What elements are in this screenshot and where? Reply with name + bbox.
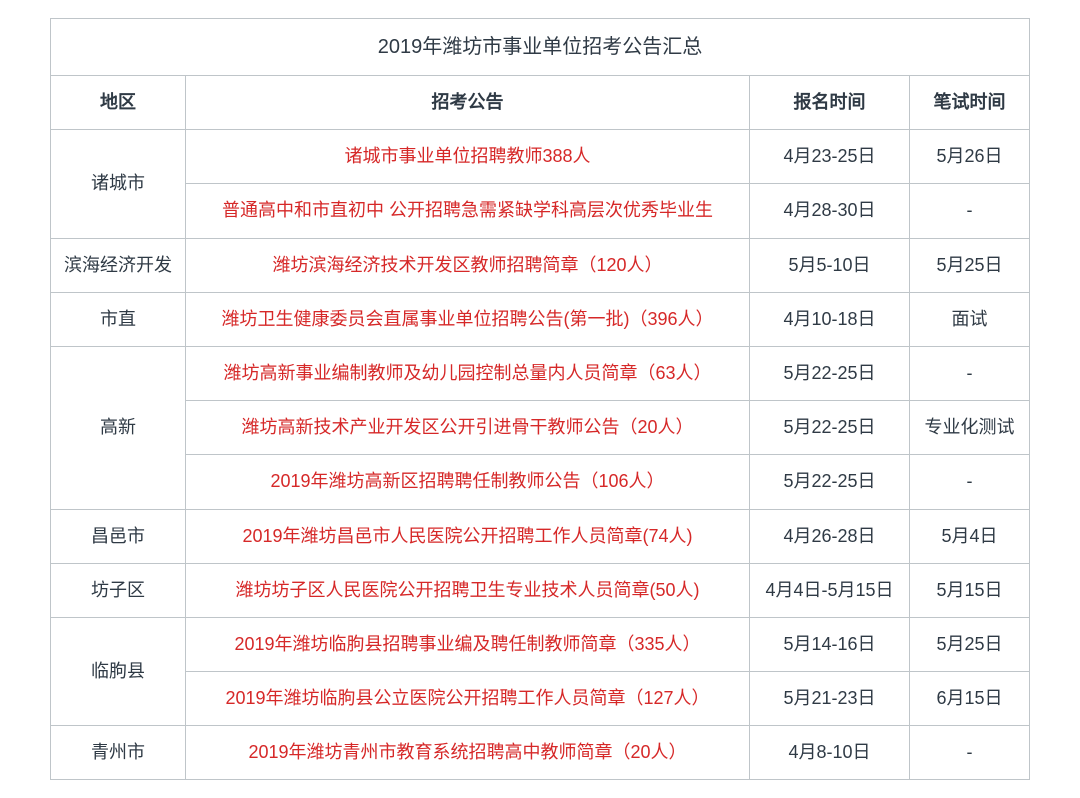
announcement-cell: 2019年潍坊昌邑市人民医院公开招聘工作人员简章(74人) — [186, 509, 750, 563]
announcement-link[interactable]: 2019年潍坊高新区招聘聘任制教师公告（106人） — [270, 471, 664, 491]
exam-time-cell: - — [910, 346, 1030, 400]
announcement-link[interactable]: 潍坊坊子区人民医院公开招聘卫生专业技术人员简章(50人) — [235, 580, 699, 600]
announcement-link[interactable]: 2019年潍坊临朐县公立医院公开招聘工作人员简章（127人） — [225, 688, 709, 708]
announcement-cell: 2019年潍坊高新区招聘聘任制教师公告（106人） — [186, 455, 750, 509]
area-cell: 高新 — [51, 346, 186, 509]
register-time-cell: 5月14-16日 — [750, 617, 910, 671]
table-title: 2019年潍坊市事业单位招考公告汇总 — [51, 19, 1030, 76]
table-row: 2019年潍坊临朐县公立医院公开招聘工作人员简章（127人） 5月21-23日6月… — [51, 672, 1030, 726]
announcement-cell: 潍坊滨海经济技术开发区教师招聘简章（120人） — [186, 238, 750, 292]
announcement-cell: 潍坊高新事业编制教师及幼儿园控制总量内人员简章（63人） — [186, 346, 750, 400]
title-row: 2019年潍坊市事业单位招考公告汇总 — [51, 19, 1030, 76]
table-row: 2019年潍坊高新区招聘聘任制教师公告（106人） 5月22-25日- — [51, 455, 1030, 509]
register-time-cell: 5月5-10日 — [750, 238, 910, 292]
exam-time-cell: 5月15日 — [910, 563, 1030, 617]
register-time-cell: 5月22-25日 — [750, 401, 910, 455]
announcement-cell: 潍坊坊子区人民医院公开招聘卫生专业技术人员简章(50人) — [186, 563, 750, 617]
announcement-link[interactable]: 普通高中和市直初中 公开招聘急需紧缺学科高层次优秀毕业生 — [222, 200, 713, 220]
recruitment-table: 2019年潍坊市事业单位招考公告汇总 地区 招考公告 报名时间 笔试时间 诸城市… — [50, 18, 1030, 780]
register-time-cell: 5月22-25日 — [750, 346, 910, 400]
register-time-cell: 4月26-28日 — [750, 509, 910, 563]
announcement-link[interactable]: 潍坊高新事业编制教师及幼儿园控制总量内人员简章（63人） — [223, 363, 711, 383]
exam-time-cell: - — [910, 184, 1030, 238]
announcement-link[interactable]: 2019年潍坊临朐县招聘事业编及聘任制教师简章（335人） — [234, 634, 700, 654]
col-header-area: 地区 — [51, 76, 186, 130]
header-row: 地区 招考公告 报名时间 笔试时间 — [51, 76, 1030, 130]
announcement-link[interactable]: 诸城市事业单位招聘教师388人 — [344, 146, 590, 166]
announcement-cell: 诸城市事业单位招聘教师388人 — [186, 130, 750, 184]
register-time-cell: 4月4日-5月15日 — [750, 563, 910, 617]
register-time-cell: 4月23-25日 — [750, 130, 910, 184]
table-row: 市直 潍坊卫生健康委员会直属事业单位招聘公告(第一批)（396人） 4月10-18日… — [51, 292, 1030, 346]
announcement-cell: 潍坊高新技术产业开发区公开引进骨干教师公告（20人） — [186, 401, 750, 455]
area-cell: 滨海经济开发 — [51, 238, 186, 292]
table-row: 滨海经济开发 潍坊滨海经济技术开发区教师招聘简章（120人） 5月5-10日5月25… — [51, 238, 1030, 292]
table-row: 潍坊高新技术产业开发区公开引进骨干教师公告（20人） 5月22-25日专业化测试 — [51, 401, 1030, 455]
area-cell: 坊子区 — [51, 563, 186, 617]
exam-time-cell: 5月25日 — [910, 617, 1030, 671]
table-row: 昌邑市 2019年潍坊昌邑市人民医院公开招聘工作人员简章(74人) 4月26-28日… — [51, 509, 1030, 563]
area-cell: 青州市 — [51, 726, 186, 780]
area-cell: 市直 — [51, 292, 186, 346]
area-cell: 临朐县 — [51, 617, 186, 725]
table-row: 高新潍坊高新事业编制教师及幼儿园控制总量内人员简章（63人）5月22-25日- — [51, 346, 1030, 400]
col-header-exam: 笔试时间 — [910, 76, 1030, 130]
area-cell: 昌邑市 — [51, 509, 186, 563]
exam-time-cell: 5月25日 — [910, 238, 1030, 292]
exam-time-cell: 专业化测试 — [910, 401, 1030, 455]
col-header-announcement: 招考公告 — [186, 76, 750, 130]
table-row: 坊子区 潍坊坊子区人民医院公开招聘卫生专业技术人员简章(50人) 4月4日-5月15… — [51, 563, 1030, 617]
announcement-link[interactable]: 潍坊滨海经济技术开发区教师招聘简章（120人） — [272, 255, 662, 275]
table-row: 临朐县2019年潍坊临朐县招聘事业编及聘任制教师简章（335人）5月14-16日… — [51, 617, 1030, 671]
announcement-cell: 2019年潍坊临朐县公立医院公开招聘工作人员简章（127人） — [186, 672, 750, 726]
announcement-link[interactable]: 2019年潍坊青州市教育系统招聘高中教师简章（20人） — [248, 742, 686, 762]
announcement-link[interactable]: 2019年潍坊昌邑市人民医院公开招聘工作人员简章(74人) — [242, 526, 692, 546]
register-time-cell: 4月10-18日 — [750, 292, 910, 346]
exam-time-cell: 6月15日 — [910, 672, 1030, 726]
exam-time-cell: - — [910, 726, 1030, 780]
exam-time-cell: 5月4日 — [910, 509, 1030, 563]
announcement-cell: 普通高中和市直初中 公开招聘急需紧缺学科高层次优秀毕业生 — [186, 184, 750, 238]
register-time-cell: 4月8-10日 — [750, 726, 910, 780]
table-row: 普通高中和市直初中 公开招聘急需紧缺学科高层次优秀毕业生 4月28-30日- — [51, 184, 1030, 238]
announcement-cell: 潍坊卫生健康委员会直属事业单位招聘公告(第一批)（396人） — [186, 292, 750, 346]
register-time-cell: 5月21-23日 — [750, 672, 910, 726]
announcement-link[interactable]: 潍坊卫生健康委员会直属事业单位招聘公告(第一批)（396人） — [221, 309, 713, 329]
register-time-cell: 5月22-25日 — [750, 455, 910, 509]
col-header-register: 报名时间 — [750, 76, 910, 130]
exam-time-cell: - — [910, 455, 1030, 509]
announcement-link[interactable]: 潍坊高新技术产业开发区公开引进骨干教师公告（20人） — [241, 417, 693, 437]
announcement-cell: 2019年潍坊临朐县招聘事业编及聘任制教师简章（335人） — [186, 617, 750, 671]
register-time-cell: 4月28-30日 — [750, 184, 910, 238]
announcement-cell: 2019年潍坊青州市教育系统招聘高中教师简章（20人） — [186, 726, 750, 780]
area-cell: 诸城市 — [51, 130, 186, 238]
exam-time-cell: 面试 — [910, 292, 1030, 346]
table-row: 青州市 2019年潍坊青州市教育系统招聘高中教师简章（20人） 4月8-10日- — [51, 726, 1030, 780]
table-row: 诸城市诸城市事业单位招聘教师388人4月23-25日5月26日 — [51, 130, 1030, 184]
exam-time-cell: 5月26日 — [910, 130, 1030, 184]
